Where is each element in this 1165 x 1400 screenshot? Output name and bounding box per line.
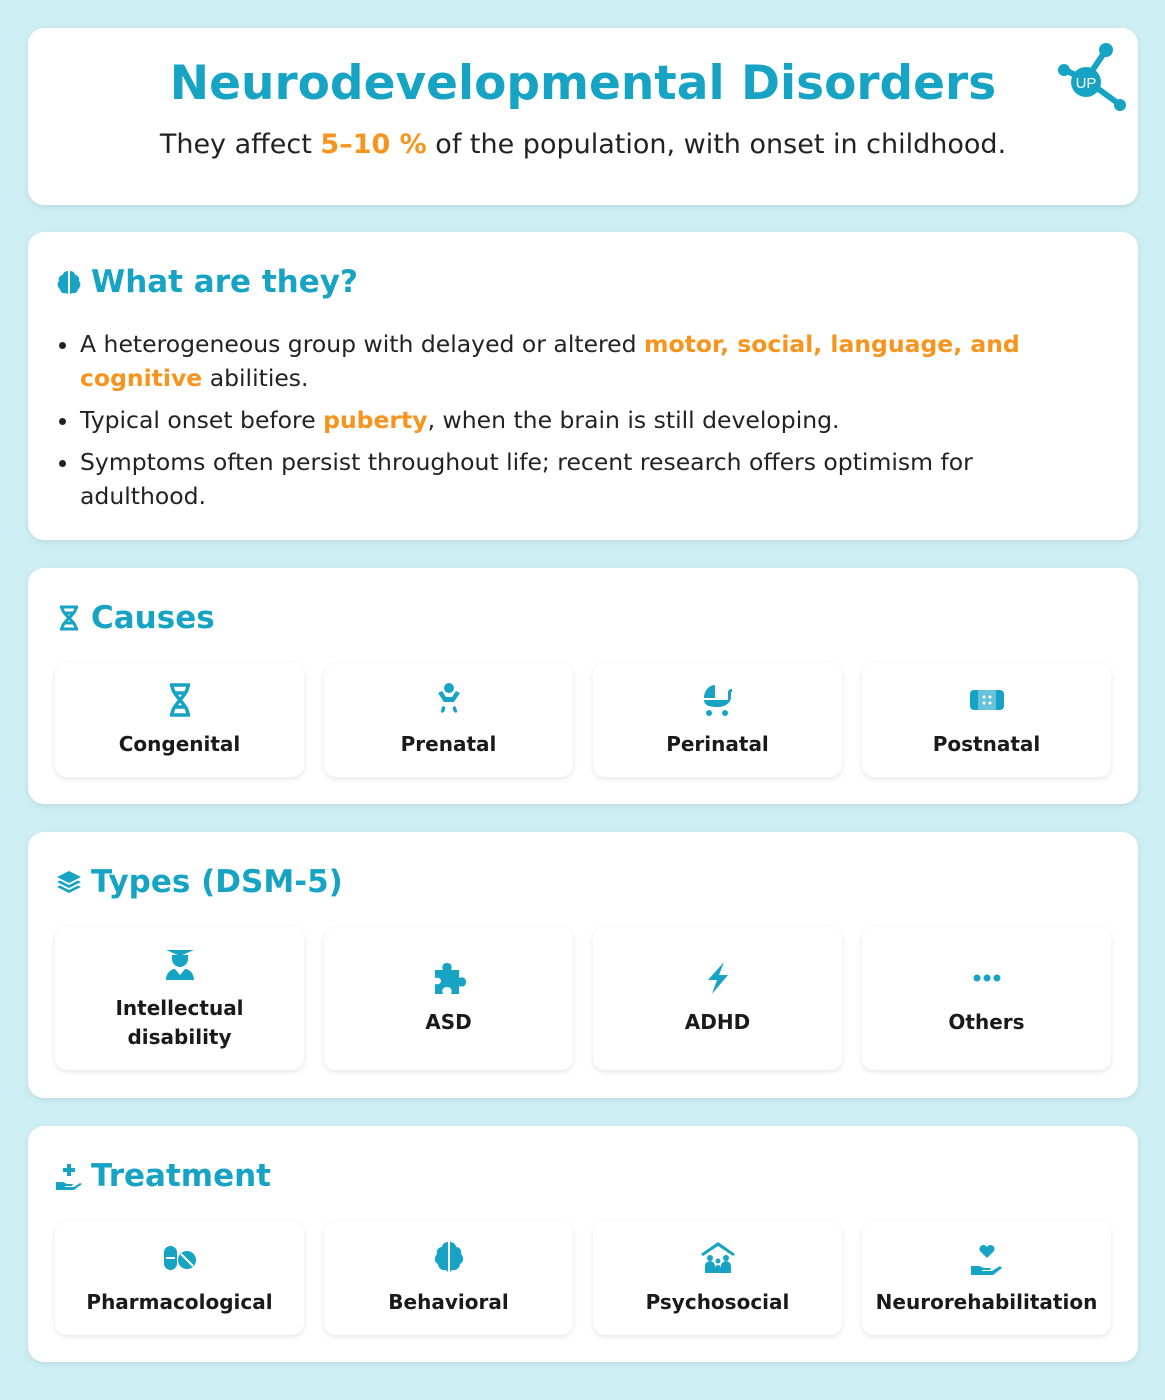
hand-medical-icon (56, 1164, 82, 1190)
puzzle-icon (434, 963, 466, 994)
header-card: Neurodevelopmental Disorders They affect… (28, 28, 1138, 205)
subtitle-text: They affect (159, 129, 321, 160)
types-title: Types (DSM-5) (55, 864, 343, 900)
tile-label: ADHD (684, 1010, 751, 1034)
tile-label: Intellectual disability (115, 995, 244, 1049)
tile-label: Prenatal (400, 731, 497, 756)
pills-icon (163, 1245, 196, 1270)
treatment-title: Treatment (55, 1158, 271, 1194)
tile-label: Postnatal (932, 731, 1041, 756)
baby-icon (437, 682, 460, 713)
what-list: A heterogeneous group with delayed or al… (80, 327, 1040, 521)
treatment-pharmacological: Pharmacological (55, 1221, 304, 1335)
bolt-icon (707, 962, 728, 994)
types-card: Types (DSM-5) Intellectual disability AS… (28, 832, 1138, 1098)
list-item: A heterogeneous group with delayed or al… (80, 327, 1040, 395)
cause-perinatal: Perinatal (593, 663, 842, 777)
dna-icon (60, 605, 78, 631)
graduate-icon (165, 949, 194, 980)
family-icon (700, 1241, 735, 1273)
tile-label: ASD (425, 1010, 472, 1034)
subtitle: They affect 5–10 % of the population, wi… (28, 129, 1138, 160)
list-item: Typical onset before puberty, when the b… (80, 403, 1040, 437)
tile-label: Behavioral (388, 1289, 509, 1314)
hand-heart-icon (970, 1244, 1002, 1275)
section-heading: Causes (91, 600, 215, 636)
what-title: What are they? (55, 264, 358, 300)
type-asd: ASD (324, 927, 573, 1070)
brain-icon (57, 271, 81, 294)
treatment-card: Treatment Pharmacological Behavioral Psy… (28, 1126, 1138, 1362)
prevalence-highlight: 5–10 % (320, 129, 427, 160)
treatment-neurorehabilitation: Neurorehabilitation (862, 1221, 1111, 1335)
tile-label: Psychosocial (645, 1289, 790, 1314)
tile-label: Pharmacological (86, 1289, 273, 1314)
tile-label: Neurorehabilitation (875, 1289, 1098, 1314)
cause-prenatal: Prenatal (324, 663, 573, 777)
subtitle-text: of the population, with onset in childho… (426, 129, 1007, 160)
cause-congenital: Congenital (55, 663, 304, 777)
causes-card: Causes Congenital Prenatal Perinatal Pos… (28, 568, 1138, 804)
bullet-text: , when the brain is still developing. (427, 406, 840, 434)
cause-postnatal: Postnatal (862, 663, 1111, 777)
bandage-icon (969, 689, 1004, 710)
brain-icon (434, 1241, 463, 1272)
section-heading: What are they? (91, 264, 358, 300)
bullet-text: abilities. (202, 364, 309, 392)
causes-title: Causes (55, 600, 215, 636)
tile-label: Others (948, 1010, 1025, 1034)
bullet-highlight: motor, social, language, and cognitive (80, 330, 1020, 392)
section-heading: Types (DSM-5) (91, 864, 343, 900)
tile-label: Perinatal (666, 731, 769, 756)
type-adhd: ADHD (593, 927, 842, 1070)
logo-icon: UP (1058, 43, 1126, 111)
bullet-highlight: puberty (323, 406, 428, 434)
bullet-text: Typical onset before (80, 406, 324, 434)
svg-text:UP: UP (1076, 75, 1097, 92)
ellipsis-icon (973, 974, 1000, 982)
bullet-text: A heterogeneous group with delayed or al… (80, 330, 645, 358)
type-others: Others (862, 927, 1111, 1070)
treatment-psychosocial: Psychosocial (593, 1221, 842, 1335)
list-item: Symptoms often persist throughout life; … (80, 445, 1040, 513)
bullet-text: Symptoms often persist throughout life; … (80, 448, 973, 510)
layers-icon (57, 871, 81, 893)
tile-label: Congenital (118, 731, 241, 756)
what-card: What are they? A heterogeneous group wit… (28, 232, 1138, 540)
treatment-behavioral: Behavioral (324, 1221, 573, 1335)
dna-icon (169, 682, 190, 717)
stroller-icon (703, 684, 732, 716)
type-intellectual-disability: Intellectual disability (55, 927, 304, 1070)
page-title: Neurodevelopmental Disorders (169, 56, 997, 111)
section-heading: Treatment (91, 1158, 272, 1194)
